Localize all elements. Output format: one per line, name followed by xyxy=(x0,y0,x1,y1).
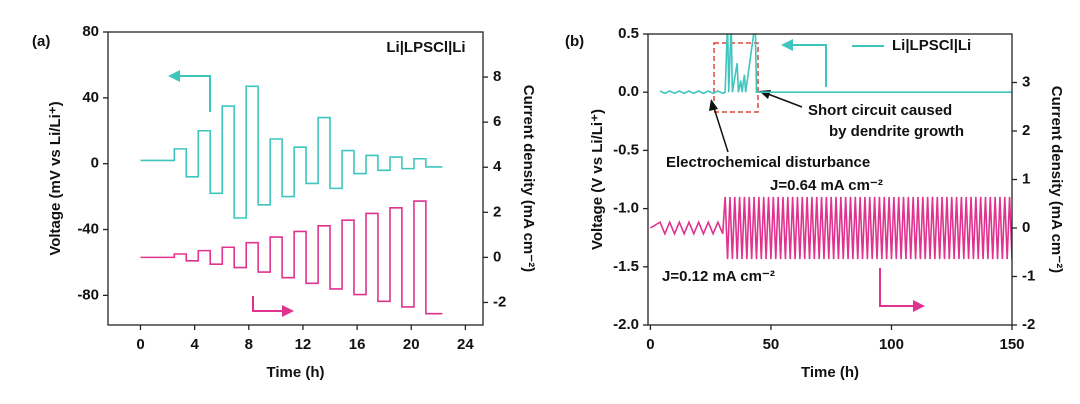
y2-tick-label: 2 xyxy=(1022,122,1030,139)
y2-tick-label: 4 xyxy=(493,158,502,175)
plot-frame xyxy=(107,31,484,326)
x-tick-label: 100 xyxy=(879,336,904,353)
x-tick-label: 24 xyxy=(457,336,474,353)
y-tick-label: -1.5 xyxy=(613,258,639,275)
x-tick-label: 8 xyxy=(245,336,253,353)
x-tick-label: 4 xyxy=(190,336,199,353)
x-tick-label: 16 xyxy=(349,336,366,353)
y-tick-label: -80 xyxy=(77,286,99,303)
annotation: Short circuit caused xyxy=(808,102,952,119)
x-tick-label: 50 xyxy=(763,336,780,353)
y-tick-label: -1.0 xyxy=(613,200,639,217)
y-tick-label: 0 xyxy=(91,155,99,172)
series-line xyxy=(140,200,443,315)
x-tick-label: 0 xyxy=(136,336,144,353)
y-tick-label: 80 xyxy=(82,23,99,40)
y2-tick-label: -2 xyxy=(493,293,506,310)
axis-arrow xyxy=(709,39,925,312)
x-tick-label: 150 xyxy=(999,336,1024,353)
y2-tick-label: 0 xyxy=(493,248,501,265)
x-tick-label: 12 xyxy=(295,336,312,353)
panel-label: (b) xyxy=(565,33,584,50)
y2-tick-label: -1 xyxy=(1022,267,1035,284)
y2-tick-label: 0 xyxy=(1022,219,1030,236)
axis-arrow xyxy=(168,70,294,317)
y-axis-title: Voltage (mV vs Li/Li⁺) xyxy=(47,101,64,255)
y-axis-title: Voltage (V vs Li/Li⁺) xyxy=(589,109,606,250)
x-axis-title: Time (h) xyxy=(266,364,324,381)
series-line xyxy=(659,34,1012,95)
annotation: by dendrite growth xyxy=(829,123,964,140)
x-axis-title: Time (h) xyxy=(801,364,859,381)
x-tick-label: 0 xyxy=(646,336,654,353)
y2-axis-title: Current density (mA cm⁻²) xyxy=(520,85,537,272)
y-tick-label: -0.5 xyxy=(613,141,639,158)
y2-tick-label: -2 xyxy=(1022,316,1035,333)
y2-tick-label: 2 xyxy=(493,203,501,220)
y-tick-label: -40 xyxy=(77,220,99,237)
annotation: J=0.64 mA cm⁻² xyxy=(770,177,883,194)
y2-tick-label: 3 xyxy=(1022,73,1030,90)
annotation: Electrochemical disturbance xyxy=(666,154,870,171)
y-tick-label: 0.0 xyxy=(618,83,639,100)
y-tick-label: -2.0 xyxy=(613,316,639,333)
x-tick-label: 20 xyxy=(403,336,420,353)
y2-tick-label: 8 xyxy=(493,68,501,85)
y-tick-label: 40 xyxy=(82,89,99,106)
series-line xyxy=(649,196,1012,260)
y2-tick-label: 6 xyxy=(493,113,501,130)
y2-tick-label: 1 xyxy=(1022,170,1030,187)
series-line xyxy=(140,85,443,219)
legend-label: Li|LPSCl|Li xyxy=(892,37,971,54)
annotation: Li|LPSCl|Li xyxy=(386,39,465,56)
y2-axis-title: Current density (mA cm⁻²) xyxy=(1048,86,1065,273)
annotation: J=0.12 mA cm⁻² xyxy=(662,268,775,285)
y-tick-label: 0.5 xyxy=(618,25,639,42)
panel-label: (a) xyxy=(32,33,50,50)
